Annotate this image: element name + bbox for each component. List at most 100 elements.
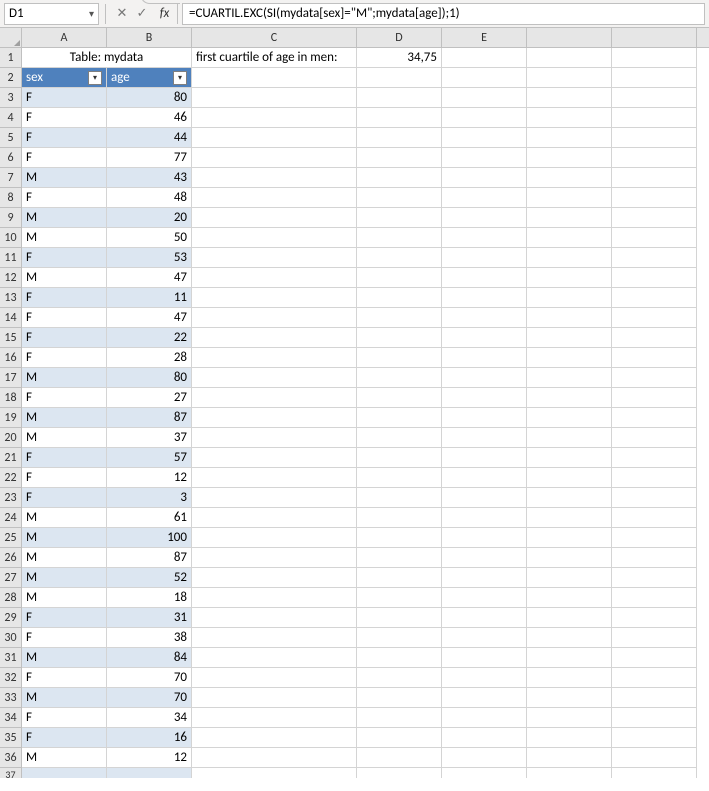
cell[interactable] [192,688,357,708]
cell-age[interactable]: 38 [107,628,192,648]
cell-sex[interactable]: F [22,488,107,508]
cell[interactable] [612,708,697,728]
cell[interactable] [192,308,357,328]
row-header[interactable]: 21 [0,448,22,468]
cell-age[interactable]: 53 [107,248,192,268]
col-header-c[interactable]: C [192,28,357,47]
cell-sex[interactable]: F [22,248,107,268]
cell-age[interactable]: 11 [107,288,192,308]
table-header-sex[interactable]: sex ▾ [22,68,107,88]
cell[interactable] [612,88,697,108]
cell[interactable] [442,248,527,268]
cell-age[interactable]: 47 [107,268,192,288]
cell-age[interactable]: 57 [107,448,192,468]
cell[interactable] [357,308,442,328]
col-header-f[interactable] [527,28,612,47]
cell[interactable] [192,288,357,308]
cell[interactable] [442,88,527,108]
cell[interactable] [612,68,697,88]
cell-age[interactable]: 12 [107,468,192,488]
cell-sex[interactable]: M [22,588,107,608]
cell[interactable] [192,468,357,488]
cell[interactable] [357,768,442,778]
cell[interactable] [357,88,442,108]
cell[interactable] [357,448,442,468]
cell-age[interactable]: 87 [107,408,192,428]
cell-age[interactable]: 18 [107,588,192,608]
row-header[interactable]: 14 [0,308,22,328]
cell[interactable] [442,288,527,308]
name-box[interactable]: D1 ▾ [4,3,99,25]
cell[interactable] [357,528,442,548]
cell[interactable] [192,388,357,408]
select-all-corner[interactable] [0,28,22,47]
cell[interactable] [442,108,527,128]
row-header[interactable]: 25 [0,528,22,548]
cell[interactable] [442,388,527,408]
cell-age[interactable]: 20 [107,208,192,228]
cell-sex[interactable]: M [22,568,107,588]
cell[interactable] [192,628,357,648]
cell[interactable] [612,208,697,228]
cell[interactable] [527,88,612,108]
cell[interactable] [442,68,527,88]
cell[interactable] [527,108,612,128]
row-header[interactable]: 34 [0,708,22,728]
cell[interactable] [442,368,527,388]
row-header[interactable]: 27 [0,568,22,588]
cell[interactable] [612,448,697,468]
row-header[interactable]: 16 [0,348,22,368]
cell[interactable] [612,288,697,308]
cell[interactable] [612,768,697,778]
cell[interactable] [357,268,442,288]
cell[interactable] [527,668,612,688]
cell[interactable] [442,208,527,228]
cell-age[interactable]: 3 [107,488,192,508]
cell[interactable] [192,108,357,128]
cell-age[interactable]: 47 [107,308,192,328]
col-header-e[interactable]: E [442,28,527,47]
cell[interactable] [527,248,612,268]
cell-age[interactable]: 80 [107,368,192,388]
cell[interactable] [357,108,442,128]
col-header-a[interactable]: A [22,28,107,47]
row-header[interactable]: 24 [0,508,22,528]
cell[interactable] [357,488,442,508]
cell[interactable] [192,368,357,388]
cell[interactable] [612,228,697,248]
cell[interactable] [527,288,612,308]
cell-age[interactable]: 70 [107,688,192,708]
cell-age[interactable]: 70 [107,668,192,688]
confirm-icon[interactable]: ✓ [133,4,151,24]
cell[interactable] [527,308,612,328]
cell[interactable] [357,128,442,148]
col-header-d[interactable]: D [357,28,442,47]
cell[interactable] [442,188,527,208]
cell-age[interactable]: 43 [107,168,192,188]
row-header[interactable]: 12 [0,268,22,288]
cell[interactable] [527,528,612,548]
cell[interactable] [192,708,357,728]
cell-sex[interactable]: M [22,408,107,428]
cell[interactable] [192,568,357,588]
cell[interactable] [192,268,357,288]
cell[interactable] [192,228,357,248]
cell[interactable] [612,428,697,448]
row-header[interactable]: 11 [0,248,22,268]
row-header[interactable]: 22 [0,468,22,488]
cell-age[interactable]: 28 [107,348,192,368]
cell[interactable] [612,648,697,668]
cell[interactable] [357,508,442,528]
cell[interactable] [612,108,697,128]
cell[interactable] [442,668,527,688]
cell-sex[interactable]: F [22,288,107,308]
cell-age[interactable]: 77 [107,148,192,168]
row-header[interactable]: 23 [0,488,22,508]
cell[interactable] [612,328,697,348]
cell[interactable] [527,628,612,648]
cell[interactable] [612,508,697,528]
cell-sex[interactable]: F [22,628,107,648]
fx-icon[interactable]: fx [152,4,178,24]
cell[interactable] [527,568,612,588]
cell[interactable] [357,368,442,388]
